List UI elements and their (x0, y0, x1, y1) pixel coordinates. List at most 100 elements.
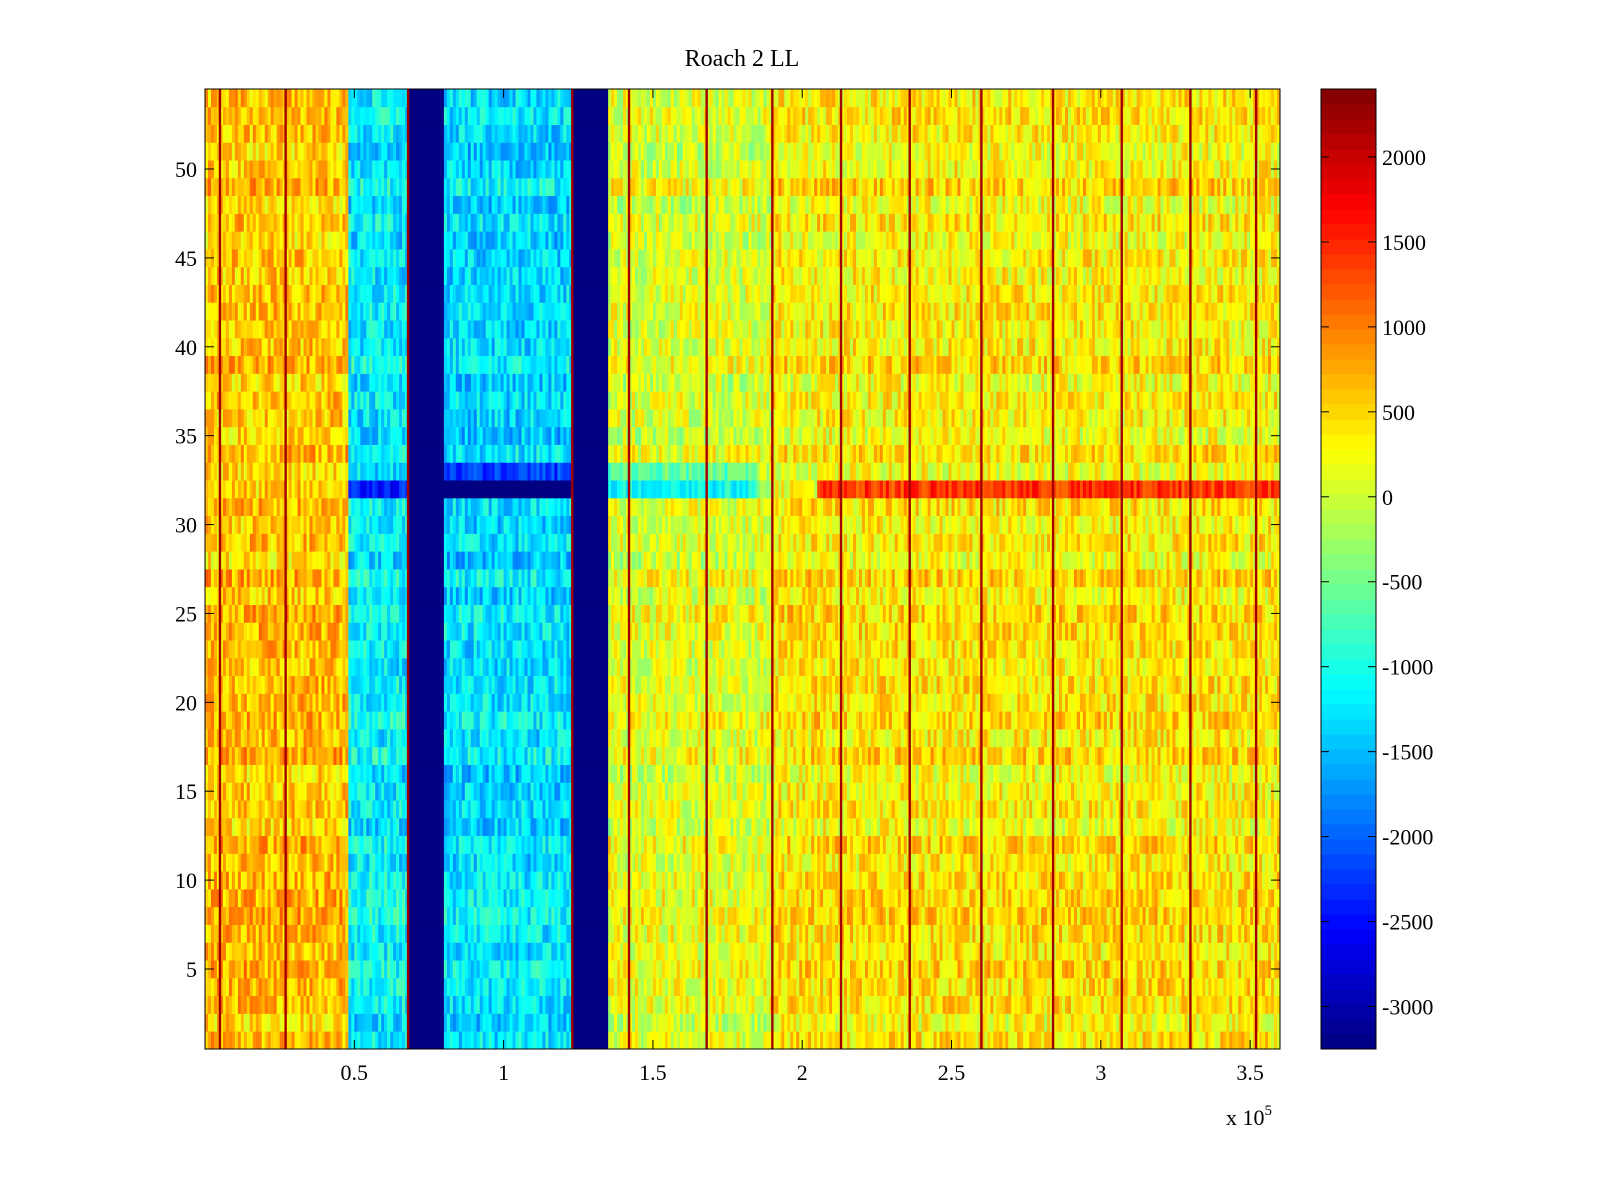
heatmap-cell (709, 871, 714, 890)
heatmap-cell (685, 871, 690, 890)
heatmap-cell (1241, 889, 1245, 908)
heatmap-cell (1130, 835, 1135, 854)
heatmap-cell (1136, 960, 1141, 979)
heatmap-cell (637, 853, 642, 872)
heatmap-cell (882, 871, 887, 890)
heatmap-cell (1226, 924, 1230, 943)
heatmap-cell (1241, 924, 1245, 943)
heatmap-cell (1032, 853, 1036, 872)
heatmap-cell (1184, 995, 1188, 1014)
heatmap-cell (473, 853, 478, 872)
heatmap-cell (434, 835, 439, 854)
heatmap-cell (417, 977, 421, 997)
heatmap-cell (655, 977, 660, 997)
heatmap-cell (763, 835, 767, 854)
heatmap-cell (1217, 960, 1221, 979)
heatmap-cell (1017, 995, 1021, 1014)
heatmap-cell (1032, 871, 1036, 890)
heatmap-cell (832, 889, 836, 908)
heatmap-cell (915, 924, 920, 943)
heatmap-cell (1023, 800, 1027, 819)
heatmap-cell (682, 800, 687, 819)
heatmap-cell (372, 835, 376, 854)
heatmap-cell (608, 817, 612, 837)
heatmap-cell (688, 817, 693, 837)
heatmap-cell (1220, 871, 1224, 890)
heatmap-cell (500, 835, 505, 854)
heatmap-cell (1238, 924, 1242, 943)
heatmap-cell (784, 942, 788, 961)
heatmap-cell (342, 906, 346, 925)
heatmap-cell (826, 853, 830, 872)
heatmap-cell (482, 835, 487, 854)
heatmap-cell (936, 889, 940, 908)
heatmap-cell (276, 1013, 281, 1032)
heatmap-cell (1017, 817, 1021, 837)
heatmap-cell (1041, 1013, 1045, 1032)
heatmap-cell (420, 977, 424, 997)
heatmap-cell (652, 1013, 657, 1032)
heatmap-cell (626, 1013, 630, 1032)
heatmap-cell (640, 1013, 645, 1032)
heatmap-cell (390, 960, 394, 979)
heatmap-cell (276, 889, 281, 908)
heatmap-cell (757, 1013, 761, 1032)
heatmap-cell (360, 977, 364, 997)
heatmap-cell (879, 871, 884, 890)
heatmap-cell (1073, 924, 1078, 943)
heatmap-cell (691, 960, 696, 979)
heatmap-cell (1091, 889, 1096, 908)
heatmap-cell (658, 889, 663, 908)
heatmap-cell (1151, 1013, 1155, 1032)
heatmap-cell (536, 817, 540, 837)
heatmap-cell (1094, 906, 1099, 925)
heatmap-cell (963, 871, 967, 890)
heatmap-cell (414, 871, 418, 890)
heatmap-cell (1053, 924, 1057, 943)
heatmap-cell (494, 817, 499, 837)
heatmap-cell (745, 995, 749, 1014)
heatmap-cell (369, 853, 373, 872)
heatmap-cell (643, 960, 648, 979)
heatmap-cell (210, 889, 215, 908)
heatmap-cell (258, 871, 263, 890)
heatmap-cell (458, 871, 463, 890)
heatmap-cell (330, 853, 334, 872)
heatmap-cell (306, 977, 310, 997)
heatmap-cell (778, 977, 782, 997)
heatmap-cell (372, 924, 376, 943)
heatmap-cell (219, 871, 224, 890)
heatmap-cell (1014, 942, 1018, 961)
heatmap-cell (479, 871, 484, 890)
heatmap-cell (1145, 800, 1150, 819)
heatmap-cell (802, 800, 806, 819)
heatmap-cell (243, 853, 248, 872)
heatmap-cell (1082, 995, 1087, 1014)
heatmap-cell (918, 817, 923, 837)
heatmap-cell (685, 977, 690, 997)
heatmap-cell (578, 889, 582, 908)
heatmap-cell (676, 960, 681, 979)
heatmap-cell (727, 871, 731, 890)
heatmap-cell (918, 889, 923, 908)
heatmap-cell (1059, 800, 1063, 819)
heatmap-cell (1023, 1031, 1027, 1050)
heatmap-cell (694, 871, 699, 890)
heatmap-cell (1023, 817, 1027, 837)
heatmap-cell (1187, 942, 1191, 961)
heatmap-cell (515, 924, 519, 943)
heatmap-cell (942, 835, 946, 854)
heatmap-cell (210, 924, 215, 943)
heatmap-cell (1199, 924, 1203, 943)
heatmap-cell (497, 924, 502, 943)
heatmap-cell (757, 942, 761, 961)
heatmap-cell (500, 1031, 505, 1050)
heatmap-cell (673, 889, 678, 908)
heatmap-cell (694, 960, 699, 979)
heatmap-cell (784, 800, 788, 819)
heatmap-cell (452, 906, 457, 925)
heatmap-cell (351, 977, 355, 997)
heatmap-cell (1029, 995, 1033, 1014)
heatmap-cell (491, 853, 496, 872)
heatmap-cell (581, 1031, 585, 1050)
